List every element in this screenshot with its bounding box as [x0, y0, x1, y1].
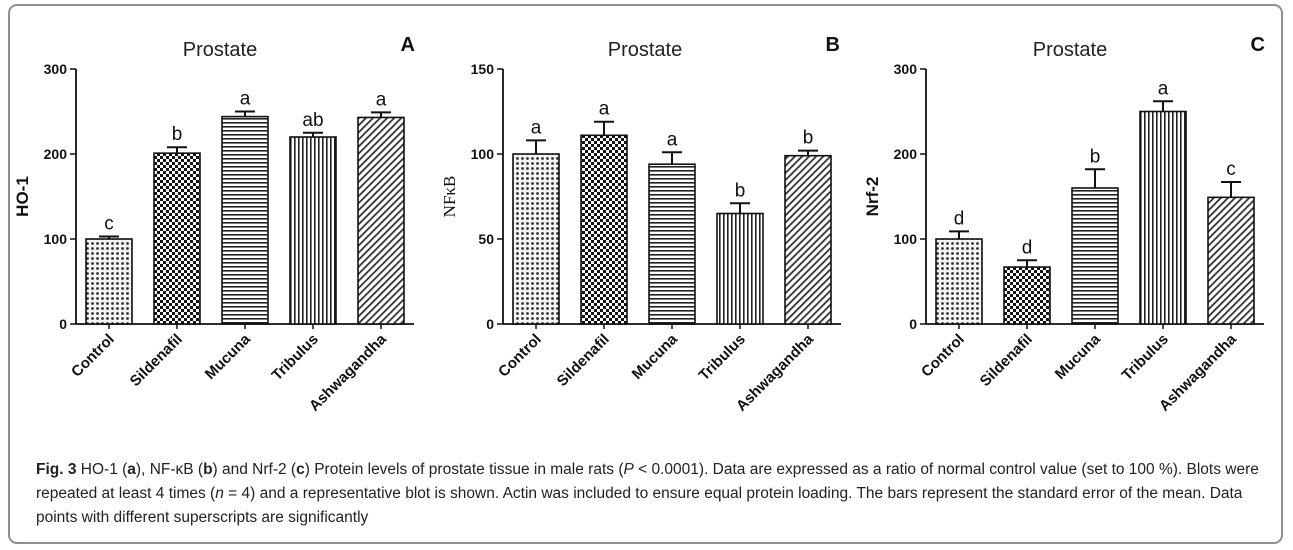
- significance-letter: d: [1022, 237, 1033, 258]
- bar-mucuna: [221, 115, 269, 325]
- y-tick-label: 0: [486, 316, 494, 332]
- caption-segment: P: [623, 461, 634, 478]
- significance-letter: c: [1226, 159, 1236, 180]
- y-tick-label: 300: [44, 61, 68, 77]
- chart-title: Prostate: [1033, 39, 1107, 61]
- bar-control: [512, 153, 560, 325]
- bar-sildenafil: [1003, 266, 1051, 325]
- bar-sildenafil: [153, 152, 201, 325]
- y-tick-label: 0: [909, 316, 917, 332]
- bar-control: [935, 238, 983, 325]
- y-tick-label: 0: [59, 316, 67, 332]
- bar-ashwagandha: [357, 116, 405, 325]
- figure-frame: Prostate A HO-1 0 100 200 300 c Control b Sildenaf…: [8, 4, 1283, 544]
- bar-ashwagandha: [1207, 196, 1255, 325]
- panel-letter: B: [826, 34, 840, 56]
- significance-letter: b: [735, 180, 746, 201]
- caption-segment: ) Protein levels of prostate tissue in m…: [304, 461, 624, 478]
- chart-panel-b: Prostate B NFκB 0 50 100 150 a Control a Sildenafi…: [440, 34, 841, 415]
- bar-tribulus: [716, 212, 764, 325]
- chart-panel-a: Prostate A HO-1 0 100 200 300 c Control b Sildenaf…: [13, 34, 415, 415]
- x-tick-label: Tribulus: [269, 331, 322, 384]
- x-tick-label: Mucuna: [202, 330, 255, 383]
- y-axis-label: NFκB: [440, 176, 459, 218]
- caption-figure-label: Fig. 3: [36, 461, 77, 478]
- significance-letter: b: [172, 124, 183, 145]
- significance-letter: a: [667, 129, 678, 150]
- significance-letter: ab: [302, 110, 323, 131]
- caption-segment: b: [203, 461, 213, 478]
- x-tick-label: Control: [68, 331, 118, 381]
- x-tick-label: Tribulus: [696, 331, 749, 384]
- y-tick-label: 50: [478, 231, 494, 247]
- significance-letter: a: [531, 117, 542, 138]
- significance-letter: a: [376, 89, 387, 110]
- bar-mucuna: [1071, 187, 1119, 325]
- caption-segment: < 0.0001). Data are expressed as a ratio…: [36, 461, 1259, 502]
- bar-mucuna: [648, 163, 696, 325]
- caption-segment: = 4) and a representative blot is shown.…: [36, 485, 1243, 526]
- caption-segment: a: [127, 461, 136, 478]
- x-tick-label: Control: [495, 331, 545, 381]
- panel-letter: C: [1251, 34, 1265, 56]
- significance-letter: c: [104, 213, 114, 234]
- bar-control: [85, 238, 133, 325]
- caption-segment: ) and Nrf-2 (: [212, 461, 297, 478]
- chart-title: Prostate: [608, 39, 682, 61]
- y-tick-label: 100: [894, 231, 918, 247]
- y-tick-label: 300: [894, 61, 918, 77]
- caption-segment: c: [296, 461, 305, 478]
- chart-panel-c: Prostate C Nrf-2 0 100 200 300 d Control d Sildena…: [863, 34, 1265, 415]
- x-tick-label: Mucuna: [1052, 330, 1105, 383]
- bar-sildenafil: [580, 134, 628, 325]
- x-tick-label: Sildenafil: [554, 331, 613, 390]
- caption-segment: HO-1 (: [76, 461, 128, 478]
- caption-segment: n: [215, 485, 224, 502]
- significance-letter: b: [803, 128, 814, 149]
- y-axis-label: HO-1: [13, 176, 32, 217]
- y-tick-label: 200: [894, 146, 918, 162]
- caption-text: HO-1 (a), NF-κB (b) and Nrf-2 (c) Protei…: [36, 461, 1259, 526]
- x-tick-label: Mucuna: [629, 330, 682, 383]
- figure-panels: Prostate A HO-1 0 100 200 300 c Control b Sildenaf…: [10, 6, 1281, 446]
- bar-ashwagandha: [784, 154, 832, 325]
- bar-tribulus: [289, 136, 337, 325]
- significance-letter: a: [599, 99, 610, 120]
- x-tick-label: Sildenafil: [127, 331, 186, 390]
- significance-letter: d: [954, 208, 965, 229]
- caption-segment: ), NF-κB (: [135, 461, 204, 478]
- significance-letter: b: [1090, 146, 1101, 167]
- y-tick-label: 150: [471, 61, 495, 77]
- x-tick-label: Control: [918, 331, 968, 381]
- y-tick-label: 200: [44, 146, 68, 162]
- panel-letter: A: [401, 34, 415, 56]
- chart-title: Prostate: [183, 39, 257, 61]
- y-tick-label: 100: [471, 146, 495, 162]
- y-tick-label: 100: [44, 231, 68, 247]
- x-tick-label: Tribulus: [1119, 331, 1172, 384]
- y-axis-label: Nrf-2: [863, 177, 882, 217]
- significance-letter: a: [240, 89, 251, 110]
- significance-letter: a: [1158, 78, 1169, 99]
- x-tick-label: Sildenafil: [977, 331, 1036, 390]
- figure-caption: Fig. 3 HO-1 (a), NF-κB (b) and Nrf-2 (c)…: [36, 458, 1271, 530]
- bar-tribulus: [1139, 110, 1187, 325]
